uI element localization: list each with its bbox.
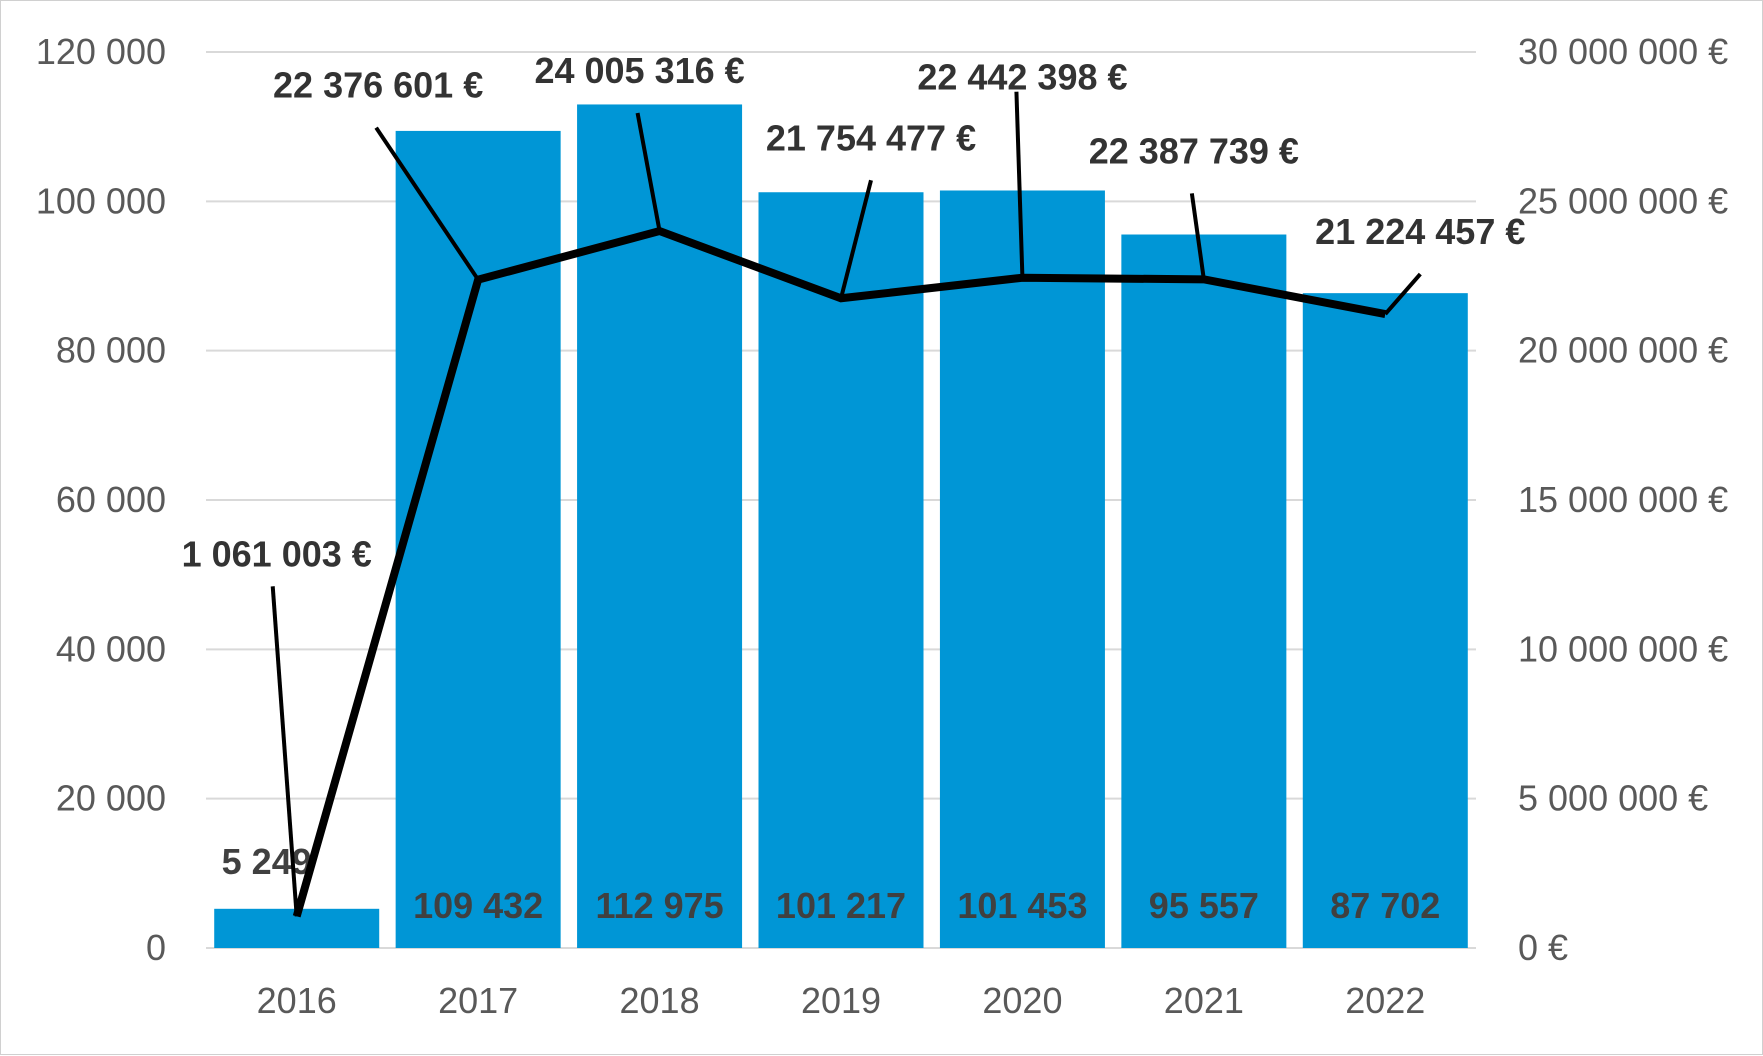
line-data-label: 24 005 316 € <box>534 50 744 91</box>
x-tick-label: 2018 <box>620 980 700 1021</box>
bar <box>395 130 561 949</box>
x-tick-label: 2022 <box>1345 980 1425 1021</box>
line-data-label: 22 387 739 € <box>1089 130 1299 171</box>
line-data-label: 21 754 477 € <box>766 117 976 158</box>
y-left-tick-label: 120 000 <box>36 31 166 72</box>
y-left-tick-label: 0 <box>146 927 166 968</box>
x-tick-label: 2017 <box>438 980 518 1021</box>
x-tick-label: 2020 <box>982 980 1062 1021</box>
bar-data-label: 109 432 <box>413 885 543 926</box>
x-tick-label: 2021 <box>1164 980 1244 1021</box>
y-right-tick-label: 15 000 000 € <box>1518 479 1728 520</box>
y-left-tick-label: 20 000 <box>56 778 166 819</box>
leader-line <box>839 179 873 299</box>
line-data-label: 22 376 601 € <box>273 65 483 106</box>
line-data-label: 21 224 457 € <box>1315 211 1525 252</box>
bar <box>939 190 1105 949</box>
bar-data-label: 5 249 <box>222 841 312 882</box>
line-data-label: 1 061 003 € <box>182 533 372 574</box>
y-right-tick-label: 5 000 000 € <box>1518 778 1708 819</box>
leader-line <box>635 112 662 232</box>
bar <box>1302 293 1468 948</box>
x-tick-label: 2016 <box>257 980 337 1021</box>
bar-data-label: 101 453 <box>957 885 1087 926</box>
line-data-label: 22 442 398 € <box>917 57 1127 98</box>
leader-line <box>1189 193 1206 280</box>
y-left-tick-label: 60 000 <box>56 479 166 520</box>
y-right-tick-label: 25 000 000 € <box>1518 180 1728 221</box>
leader-line <box>374 126 480 281</box>
y-left-tick-label: 80 000 <box>56 330 166 371</box>
bar <box>758 192 924 948</box>
y-right-tick-label: 30 000 000 € <box>1518 31 1728 72</box>
bar <box>1121 234 1287 948</box>
bar-data-label: 95 557 <box>1149 885 1259 926</box>
y-right-tick-label: 20 000 000 € <box>1518 330 1728 371</box>
bar-data-label: 87 702 <box>1330 885 1440 926</box>
leader-line <box>1014 91 1025 278</box>
leader-line <box>270 586 299 917</box>
y-left-tick-label: 100 000 <box>36 180 166 221</box>
y-left-tick-label: 40 000 <box>56 628 166 669</box>
leader-line <box>1383 272 1422 316</box>
y-right-tick-label: 10 000 000 € <box>1518 628 1728 669</box>
x-tick-label: 2019 <box>801 980 881 1021</box>
bar-data-label: 112 975 <box>595 885 723 926</box>
bar-data-label: 101 217 <box>776 885 906 926</box>
y-right-tick-label: 0 € <box>1518 927 1568 968</box>
